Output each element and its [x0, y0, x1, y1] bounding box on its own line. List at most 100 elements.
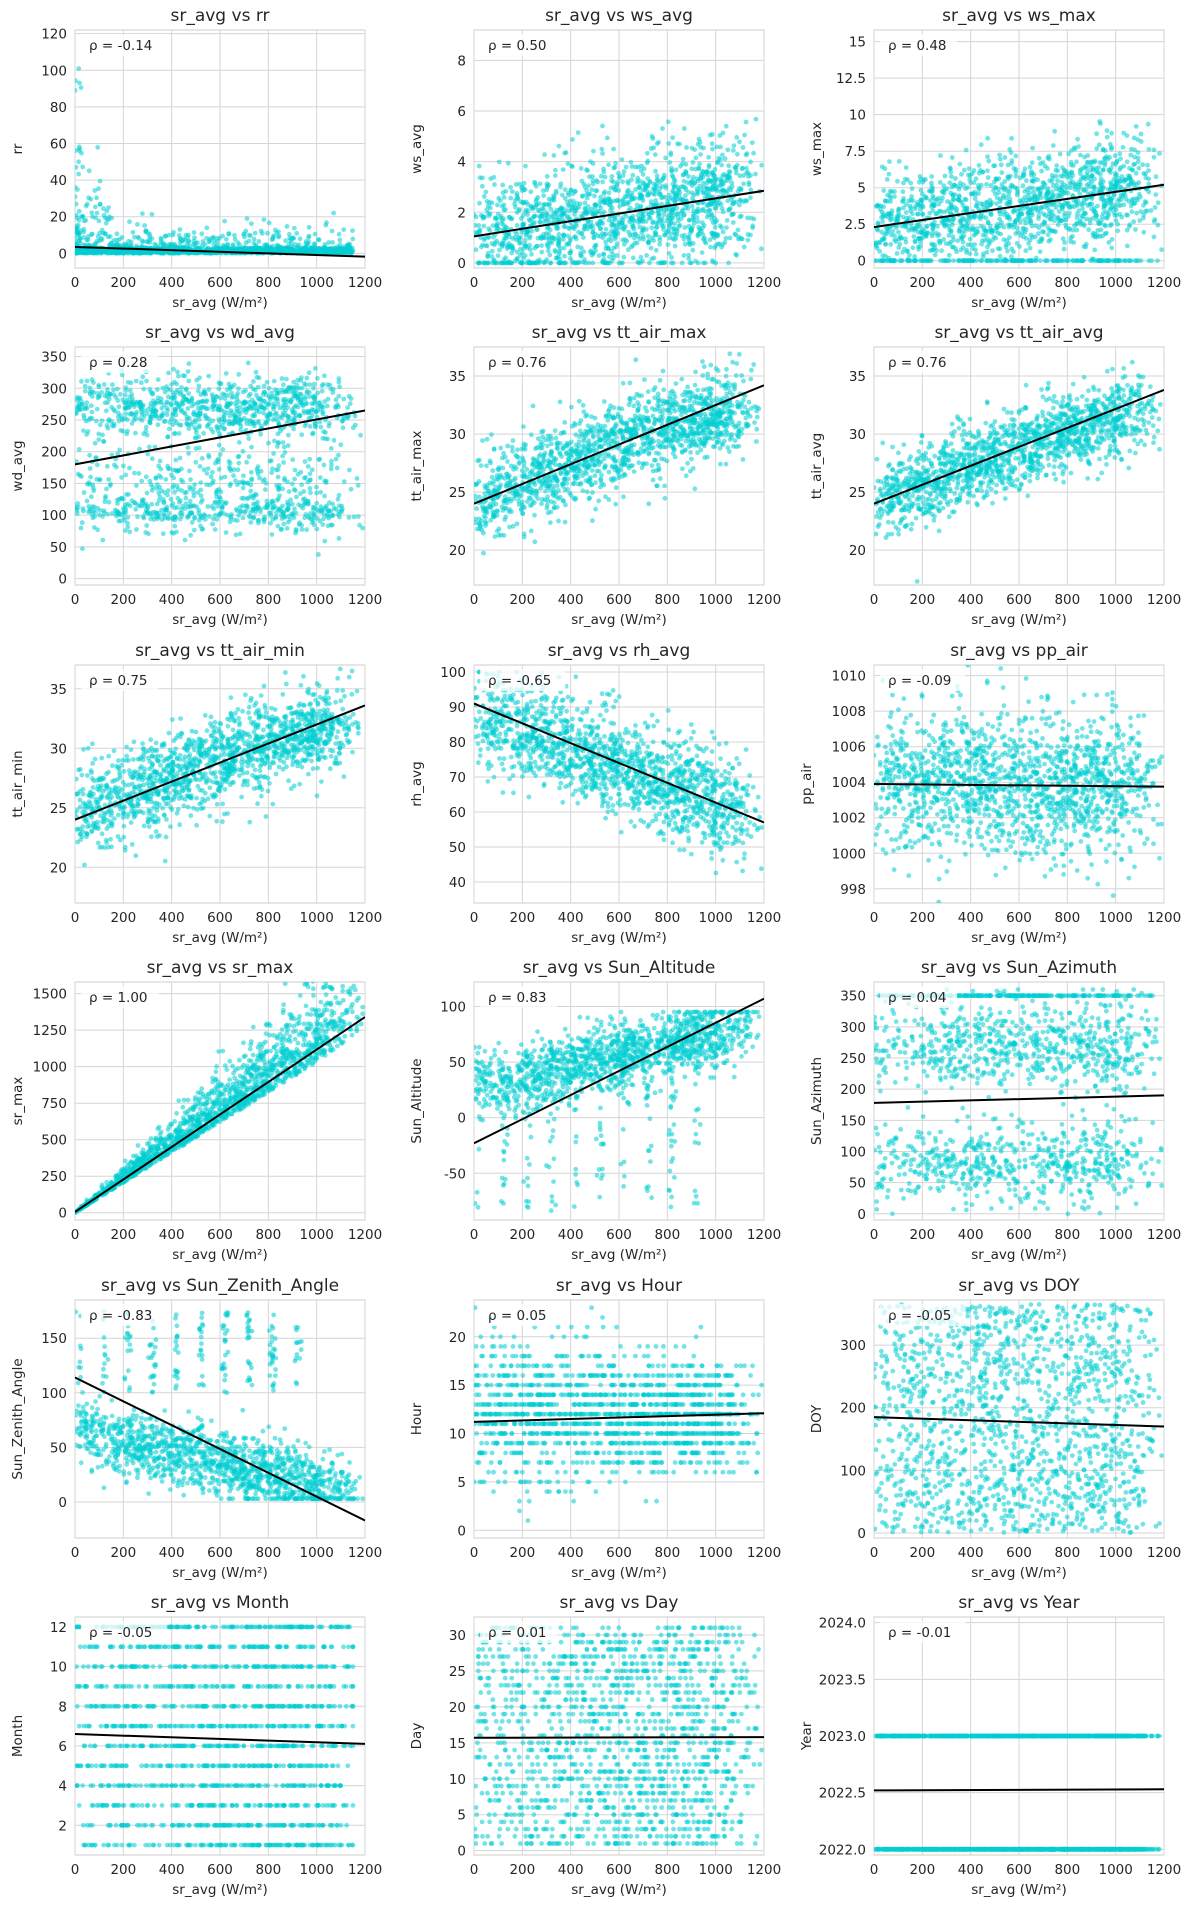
scatter-point	[751, 151, 756, 156]
scatter-point	[720, 153, 725, 158]
scatter-point	[616, 188, 621, 193]
scatter-point	[992, 180, 997, 185]
scatter-point	[614, 244, 619, 249]
x-tick-label: 800	[1054, 275, 1080, 291]
scatter-point	[297, 242, 302, 247]
scatter-point	[910, 186, 915, 191]
scatter-point	[1009, 136, 1014, 141]
scatter-point	[947, 258, 952, 263]
scatter-point	[748, 195, 753, 200]
scatter-point	[1113, 183, 1118, 188]
scatter-point	[217, 467, 222, 472]
scatter-point	[986, 175, 991, 180]
scatter-point	[1046, 232, 1051, 237]
scatter-point	[601, 170, 606, 175]
scatter-point	[480, 184, 485, 189]
scatter-point	[670, 208, 675, 213]
scatter-point	[674, 167, 679, 172]
scatter-point	[654, 188, 659, 193]
scatter-point	[896, 230, 901, 235]
scatter-point	[1024, 178, 1029, 183]
scatter-point	[1062, 218, 1067, 223]
scatter-point	[669, 168, 674, 173]
scatter-point	[512, 202, 517, 207]
scatter-point	[1105, 135, 1110, 140]
scatter-point	[90, 232, 95, 237]
x-tick-label: 200	[909, 275, 935, 291]
scatter-point	[81, 230, 86, 235]
scatter-point	[957, 226, 962, 231]
scatter-point	[685, 180, 690, 185]
scatter-point	[973, 247, 978, 252]
scatter-point	[499, 221, 504, 226]
scatter-point	[681, 157, 686, 162]
scatter-point	[638, 196, 643, 201]
scatter-point	[1098, 234, 1103, 239]
scatter-point	[1075, 221, 1080, 226]
scatter-point	[602, 257, 607, 262]
scatter-point	[880, 258, 885, 263]
scatter-point	[215, 243, 220, 248]
scatter-point	[1137, 166, 1142, 171]
scatter-point	[277, 246, 282, 251]
scatter-point	[592, 194, 597, 199]
scatter-point	[967, 166, 972, 171]
scatter-point	[904, 165, 909, 170]
scatter-point	[644, 253, 649, 258]
scatter-point	[1039, 236, 1044, 241]
scatter-point	[508, 196, 513, 201]
scatter-point	[683, 242, 688, 247]
scatter-point	[895, 251, 900, 256]
scatter-point	[582, 257, 587, 262]
x-tick-label: 1000	[698, 275, 732, 291]
scatter-point	[976, 183, 981, 188]
scatter-point	[977, 163, 982, 168]
scatter-point	[915, 212, 920, 217]
scatter-point	[491, 235, 496, 240]
scatter-point	[541, 207, 546, 212]
scatter-point	[528, 218, 533, 223]
scatter-point	[1088, 258, 1093, 263]
scatter-point	[123, 393, 128, 398]
scatter-point	[617, 261, 622, 266]
scatter-point	[741, 199, 746, 204]
scatter-point	[1155, 223, 1160, 228]
y-tick-label: 60	[50, 137, 67, 153]
scatter-point	[1078, 182, 1083, 187]
scatter-point	[211, 235, 216, 240]
scatter-point	[734, 171, 739, 176]
scatter-point	[613, 165, 618, 170]
scatter-point	[265, 231, 270, 236]
scatter-point	[358, 433, 363, 438]
scatter-point	[562, 151, 567, 156]
scatter-point	[304, 239, 309, 244]
scatter-point	[541, 235, 546, 240]
scatter-point	[1152, 147, 1157, 152]
scatter-point	[688, 242, 693, 247]
scatter-point	[613, 237, 618, 242]
scatter-point	[741, 145, 746, 150]
scatter-point	[474, 247, 479, 252]
scatter-point	[887, 194, 892, 199]
scatter-point	[1006, 200, 1011, 205]
scatter-point	[534, 184, 539, 189]
scatter-point	[310, 467, 315, 472]
scatter-point	[523, 164, 528, 169]
scatter-point	[700, 250, 705, 255]
scatter-point	[649, 210, 654, 215]
scatter-point	[1088, 177, 1093, 182]
scatter-point	[1098, 121, 1103, 126]
scatter-point	[532, 214, 537, 219]
scatter-point	[241, 516, 246, 521]
scatter-point	[1050, 209, 1055, 214]
scatter-point	[649, 225, 654, 230]
scatter-point	[86, 429, 91, 434]
scatter-point	[589, 187, 594, 192]
scatter-point	[649, 246, 654, 251]
scatter-point	[1033, 195, 1038, 200]
scatter-point	[896, 237, 901, 242]
scatter-point	[532, 180, 537, 185]
scatter-point	[265, 380, 270, 385]
scatter-point	[985, 136, 990, 141]
scatter-point	[674, 193, 679, 198]
